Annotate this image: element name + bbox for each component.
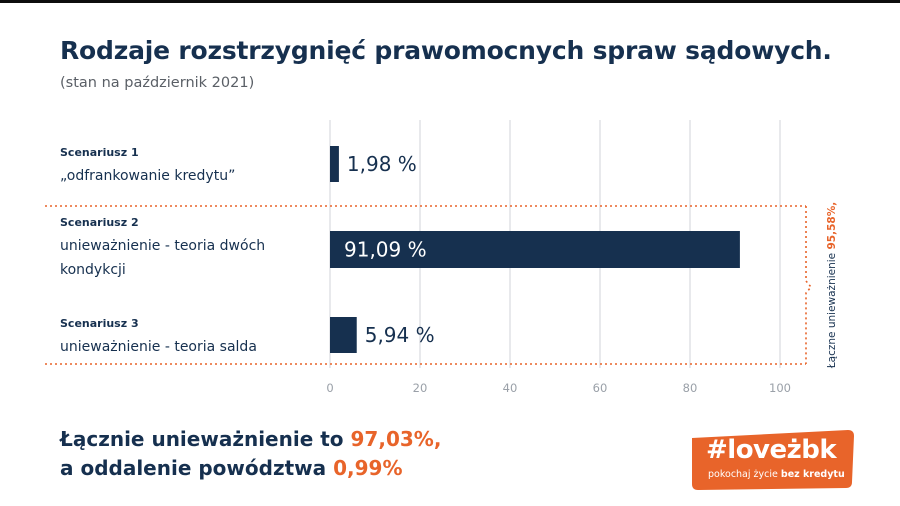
- summary-line-1-text: Łącznie unieważnienie to: [60, 427, 351, 451]
- category-heading-1: Scenariusz 1: [60, 146, 139, 159]
- logo-tagline-regular: pokochaj życie: [708, 469, 781, 480]
- bar-value-label-3: 5,94 %: [365, 323, 435, 347]
- logo-tagline-bold: bez kredytu: [780, 469, 845, 480]
- logo-tagline: pokochaj życie bez kredytu: [708, 469, 845, 480]
- brand-logo: #loveżbk pokochaj życie bez kredytu: [688, 428, 856, 490]
- bracket-right-line: [805, 206, 813, 364]
- bar-value-label-2: 91,09 %: [344, 238, 427, 262]
- bar-1: [330, 146, 339, 182]
- category-label-2-line-2: kondykcji: [60, 262, 126, 278]
- category-label-1-line-1: „odfrankowanie kredytu”: [60, 168, 235, 184]
- category-label-3-line-1: unieważnienie - teoria salda: [60, 339, 257, 355]
- bracket-annotation-value: 95,58%,: [826, 202, 838, 250]
- logo-hashtag: #loveżbk: [706, 435, 837, 465]
- category-heading-2: Scenariusz 2: [60, 216, 139, 229]
- x-tick-label-60: 60: [593, 381, 608, 395]
- category-label-2-line-1: unieważnienie - teoria dwóch: [60, 238, 265, 254]
- summary-line-1-value: 97,03%,: [350, 427, 442, 451]
- bracket-annotation-prefix: Łączne unieważnienie: [826, 250, 838, 370]
- summary-line-1: Łącznie unieważnienie to 97,03%,: [60, 425, 441, 454]
- x-tick-label-0: 0: [326, 381, 333, 395]
- bar-3: [330, 317, 357, 353]
- page-subtitle: (stan na październik 2021): [60, 75, 255, 91]
- logo-badge-shape: [692, 430, 854, 490]
- bar-2: [330, 231, 740, 268]
- summary-line-2-text: a oddalenie powództwa: [60, 456, 334, 480]
- bracket-annotation: Łączne unieważnienie 95,58%,: [826, 202, 838, 369]
- top-border: [0, 0, 900, 3]
- x-tick-label-80: 80: [683, 381, 698, 395]
- summary-text: Łącznie unieważnienie to 97,03%, a oddal…: [60, 425, 441, 483]
- x-tick-label-100: 100: [769, 381, 791, 395]
- page-title: Rodzaje rozstrzygnięć prawomocnych spraw…: [60, 36, 832, 65]
- summary-line-2-value: 0,99%: [333, 456, 403, 480]
- summary-line-2: a oddalenie powództwa 0,99%: [60, 454, 441, 483]
- x-tick-label-20: 20: [413, 381, 428, 395]
- category-heading-3: Scenariusz 3: [60, 317, 139, 330]
- bar-value-label-1: 1,98 %: [347, 152, 417, 176]
- bar-chart: 0 20 40 60 80 100 1,98 % Scenariusz 1 „odfrankow…: [45, 120, 838, 395]
- x-tick-label-40: 40: [503, 381, 518, 395]
